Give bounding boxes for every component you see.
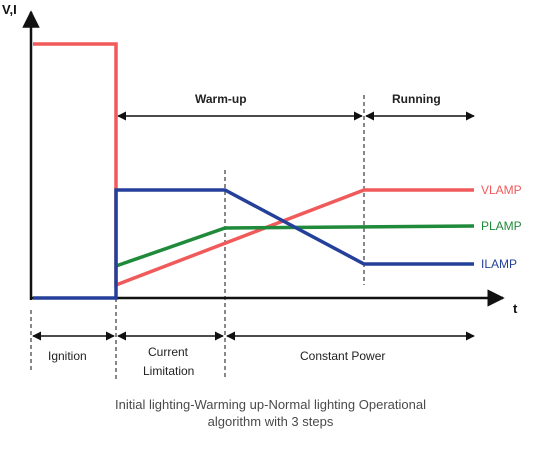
- current-limitation-label-line1: Current: [148, 345, 189, 359]
- ilamp-line: [33, 188, 474, 300]
- ilamp-label: ILAMP: [481, 257, 517, 271]
- caption-line-1: Initial lighting-Warming up-Normal light…: [115, 397, 426, 412]
- lamp-operation-diagram: V,I t Warm-up Running VLAMP PLAMP ILAMP …: [2, 2, 522, 380]
- constant-power-label: Constant Power: [300, 349, 385, 363]
- running-label: Running: [392, 92, 441, 106]
- warmup-label: Warm-up: [195, 92, 247, 106]
- vlamp-line: [33, 42, 474, 288]
- current-limitation-label-line2: Limitation: [143, 364, 194, 378]
- vlamp-label: VLAMP: [481, 183, 522, 197]
- y-axis-label: V,I: [2, 2, 17, 17]
- plamp-line: [115, 224, 475, 268]
- x-axis-label: t: [513, 301, 518, 316]
- ignition-label: Ignition: [48, 349, 87, 363]
- plamp-label: PLAMP: [481, 219, 522, 233]
- figure-caption: Initial lighting-Warming up-Normal light…: [0, 396, 541, 430]
- caption-line-2: algorithm with 3 steps: [207, 414, 334, 429]
